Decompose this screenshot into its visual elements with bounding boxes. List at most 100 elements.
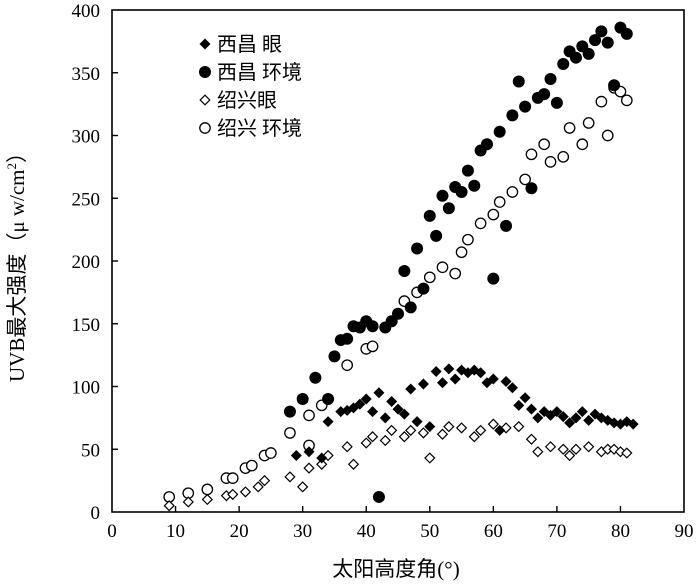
- data-point: [468, 179, 481, 192]
- series-1: [283, 21, 633, 503]
- y-tick-label: 400: [72, 1, 101, 22]
- data-point: [583, 414, 595, 426]
- data-point: [430, 229, 443, 242]
- data-point: [392, 307, 404, 320]
- data-point: [443, 363, 455, 375]
- data-point: [576, 138, 589, 151]
- data-point: [532, 412, 544, 424]
- data-point: [303, 409, 315, 422]
- data-point: [519, 392, 531, 404]
- data-point: [226, 472, 239, 484]
- data-point: [544, 73, 557, 86]
- data-point: [417, 427, 430, 439]
- data-point: [513, 399, 525, 411]
- data-point: [614, 446, 627, 458]
- data-point: [493, 196, 506, 208]
- data-point: [621, 447, 633, 459]
- data-point: [569, 51, 582, 64]
- data-point: [512, 75, 525, 88]
- data-point: [474, 217, 487, 230]
- data-point: [475, 367, 487, 379]
- data-point: [423, 209, 436, 222]
- data-point: [519, 100, 532, 113]
- data-point: [582, 117, 595, 129]
- data-point: [551, 406, 563, 418]
- data-point: [379, 412, 391, 424]
- data-point: [386, 396, 398, 408]
- y-axis-title-unit: μ w/cm: [5, 169, 29, 232]
- legend-label: 绍兴眼: [217, 89, 277, 112]
- data-point: [201, 493, 213, 506]
- y-tick-label: 50: [81, 440, 100, 461]
- data-point: [436, 189, 449, 202]
- data-point: [341, 359, 354, 372]
- data-point: [474, 424, 487, 437]
- data-point: [557, 150, 570, 163]
- data-point: [366, 340, 379, 353]
- x-tick-label: 10: [166, 521, 185, 542]
- legend-marker: [199, 66, 211, 78]
- data-point: [379, 434, 391, 447]
- data-point: [525, 403, 537, 415]
- data-point: [296, 393, 309, 406]
- y-axis-title-unit-sup: 2: [4, 163, 19, 170]
- data-point: [239, 486, 252, 498]
- y-tick-label: 300: [72, 127, 101, 148]
- data-point: [493, 125, 506, 138]
- data-point: [392, 403, 404, 415]
- legend-label: 西昌 眼: [217, 34, 282, 56]
- x-axis-title: 太阳高度角(°): [332, 557, 459, 581]
- x-tick-label: 70: [547, 521, 566, 542]
- data-point: [442, 202, 455, 215]
- data-point: [513, 421, 525, 433]
- series-0: [290, 363, 639, 464]
- x-tick-label: 20: [230, 521, 249, 542]
- y-tick-label: 250: [72, 189, 101, 210]
- data-point: [182, 496, 194, 508]
- data-point: [341, 441, 353, 453]
- x-tick-label: 90: [675, 521, 694, 542]
- y-tick-label: 150: [72, 315, 101, 336]
- data-point: [405, 424, 417, 437]
- data-point: [601, 129, 614, 142]
- data-point: [284, 471, 296, 483]
- data-point: [583, 441, 595, 453]
- y-axis-title-main: UVB最大强度（: [5, 233, 29, 382]
- data-point: [487, 208, 500, 221]
- data-point: [564, 417, 576, 429]
- data-point: [532, 446, 544, 458]
- data-point: [372, 490, 385, 503]
- data-point: [519, 173, 531, 186]
- data-point: [360, 393, 372, 405]
- data-point: [506, 186, 519, 198]
- y-axis-title: UVB最大强度（μ w/cm2）: [4, 142, 29, 382]
- legend-marker: [199, 122, 211, 134]
- data-point: [385, 424, 398, 437]
- data-point: [601, 36, 614, 49]
- data-point: [424, 452, 436, 464]
- y-tick-label: 100: [72, 378, 101, 399]
- data-point: [538, 138, 551, 151]
- plot-frame: [111, 9, 685, 513]
- data-point: [487, 272, 500, 285]
- y-tick-label: 0: [91, 503, 101, 524]
- data-point: [538, 88, 551, 101]
- axes: 0 10 20 30 40 50 60 70 80 90 0 50 100 150 200 250 300 350…: [72, 1, 694, 542]
- data-point: [455, 246, 468, 259]
- data-point: [316, 458, 328, 470]
- data-point: [354, 398, 366, 410]
- data-point: [443, 421, 455, 433]
- data-point: [436, 261, 449, 274]
- data-point: [405, 383, 417, 395]
- data-point: [557, 411, 569, 423]
- data-point: [227, 488, 239, 501]
- data-point: [309, 371, 322, 384]
- data-point: [627, 418, 639, 430]
- data-point: [290, 450, 302, 462]
- data-point: [557, 57, 570, 70]
- series-2: [163, 418, 633, 512]
- plot-area: [163, 21, 639, 512]
- data-point: [620, 27, 633, 40]
